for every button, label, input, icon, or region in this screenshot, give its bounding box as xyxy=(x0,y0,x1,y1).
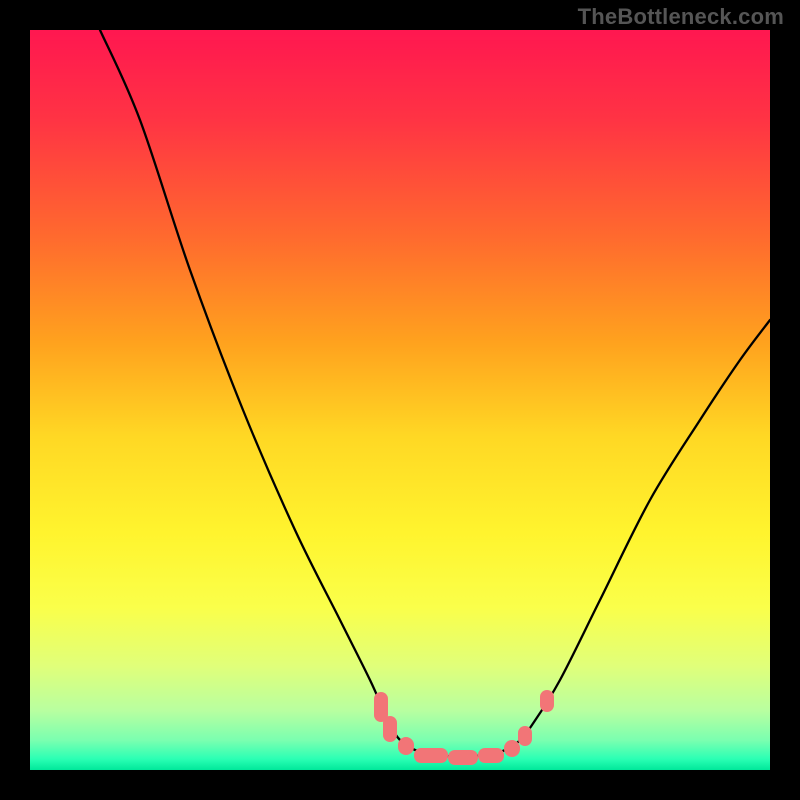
chart-frame: TheBottleneck.com xyxy=(0,0,800,800)
plot-background xyxy=(30,30,770,770)
valley-marker xyxy=(478,748,504,763)
valley-marker xyxy=(448,750,478,765)
watermark-text: TheBottleneck.com xyxy=(578,4,784,30)
valley-marker xyxy=(414,748,448,763)
valley-marker xyxy=(504,740,520,757)
valley-marker xyxy=(540,690,554,712)
bottleneck-chart xyxy=(0,0,800,800)
valley-marker xyxy=(518,726,532,746)
valley-marker xyxy=(383,716,397,742)
valley-marker xyxy=(398,737,414,755)
